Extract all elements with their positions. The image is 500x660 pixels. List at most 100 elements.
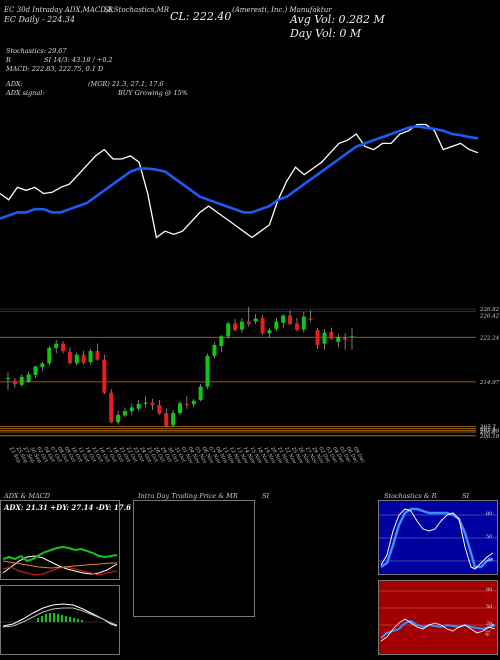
price-level-label: 207.7 <box>479 425 496 431</box>
candle-body <box>12 380 17 385</box>
candle-body <box>19 376 24 385</box>
si-panel-title: SI <box>262 492 270 500</box>
candle-body <box>109 392 114 423</box>
candle-body <box>198 386 203 401</box>
candles <box>6 306 354 428</box>
rsi-panel: 80 50 20 45.18 <box>378 580 498 655</box>
candle-body <box>184 403 189 406</box>
candle-body <box>246 321 251 325</box>
intraday-panel <box>133 500 255 617</box>
day-volume: Day Vol: 0 M <box>290 27 362 40</box>
stochastics-si-title: SI <box>462 492 470 500</box>
company-name: (Ameresti, Inc.) Manufaktur <box>232 6 332 14</box>
rsi-lines <box>379 590 497 642</box>
header-mid-top: SI,Stochastics,MR <box>104 6 170 14</box>
stoch-tick-20: 20 <box>486 557 493 563</box>
price-level-label: 206.8 <box>479 430 496 436</box>
price-level-label: 206.18 <box>479 434 500 440</box>
candle-body <box>102 359 107 393</box>
candle-body <box>129 407 134 412</box>
candle-body <box>88 351 93 363</box>
candle-body <box>212 344 217 356</box>
macd-panel <box>0 585 120 655</box>
price-level-label: 226.82 <box>479 307 500 313</box>
candle-body <box>336 337 341 342</box>
ema-line <box>0 125 479 220</box>
adx-panel-title: ADX & MACD <box>4 492 50 500</box>
avg-volume: Avg Vol: 0.282 M <box>290 13 385 26</box>
candle-body <box>40 363 45 367</box>
candle-body <box>54 343 59 348</box>
adx-lines <box>2 545 118 576</box>
candle-body <box>322 332 327 344</box>
candle-body <box>205 355 210 387</box>
candle-body <box>239 321 244 330</box>
candle-body <box>233 323 238 331</box>
candle-body <box>143 402 148 404</box>
candle-body <box>74 354 79 364</box>
candle-body <box>343 338 348 340</box>
stoch-tick-50: 50 <box>486 534 493 540</box>
macd-lines <box>1 603 119 628</box>
candle-body <box>301 316 306 330</box>
candle-body <box>178 403 182 413</box>
candle-body <box>308 318 313 320</box>
adx-panel-readout: ADX: 21.31 +DY: 27.14 -DY: 17.6 <box>4 503 131 512</box>
price-level-label: 222.24 <box>479 335 500 341</box>
candle-body <box>191 400 196 405</box>
price-level-label: 207.08 <box>479 428 500 434</box>
rsi-tick-50: 50 <box>486 604 493 610</box>
candle-body <box>171 413 176 426</box>
adx-signal-label: ADX signal: <box>6 89 45 97</box>
header-left-top: EC 30d Intraday ADX,MACD,R <box>4 6 114 14</box>
candle-body <box>33 366 38 375</box>
price-line <box>0 123 479 239</box>
candle-body <box>274 321 279 329</box>
overview-line-chart <box>0 123 479 239</box>
candle-body <box>164 413 169 426</box>
candle-body <box>116 414 121 423</box>
header-left-bottom: EC Daily - 224.34 <box>4 15 76 24</box>
rsi-tick-80: 80 <box>486 587 493 593</box>
candle-body <box>350 336 354 338</box>
candle-body <box>81 354 86 363</box>
candle-body <box>157 405 162 414</box>
candle-body <box>294 323 299 330</box>
candle-body <box>219 336 224 347</box>
candle-body <box>95 351 100 360</box>
adx-label: ADX: <box>6 80 23 88</box>
stochastics-panel: 80 50 20 <box>378 500 498 575</box>
candle-body <box>47 347 52 364</box>
si-readout: SI 14/3: 43.18 / +0.2 <box>44 56 113 64</box>
candle-body <box>26 374 31 382</box>
candle-body <box>260 317 265 334</box>
candle-body <box>288 315 293 325</box>
candle-body <box>136 403 141 409</box>
price-level-label: 207.4 <box>479 426 496 432</box>
price-level-label: 214.97 <box>479 380 500 386</box>
stoch-tick-80: 80 <box>486 511 493 517</box>
macd-readout: MACD: 222.83, 222.75, 0.1 D <box>6 65 104 73</box>
candle-body <box>122 411 127 416</box>
candle-body <box>315 330 320 345</box>
candle-body <box>253 318 258 322</box>
price-level-label: 226.42 <box>479 314 500 320</box>
intraday-panel-title: Intra Day Trading Price & MR <box>138 492 238 500</box>
candle-body <box>6 378 10 380</box>
price-levels <box>0 308 476 437</box>
adx-values: (MGR) 21.3, 27.1, 17.6 <box>88 80 164 88</box>
overview-lines <box>0 123 479 239</box>
rsi-tick-20: 20 <box>486 621 493 627</box>
close-price-label: CL: 222.40 <box>170 10 232 23</box>
candle-body <box>150 402 155 406</box>
adx-panel: ADX: 21.31 +DY: 27.14 -DY: 17.6 <box>0 500 131 580</box>
candle-body <box>267 330 272 334</box>
candle-body <box>226 323 231 337</box>
candle-body <box>61 343 66 352</box>
stochastics-readout: Stochastics: 29.67 <box>6 47 67 55</box>
stochastics-panel-title: Stochastics & R <box>384 492 437 500</box>
stochastics-lines <box>379 507 497 570</box>
